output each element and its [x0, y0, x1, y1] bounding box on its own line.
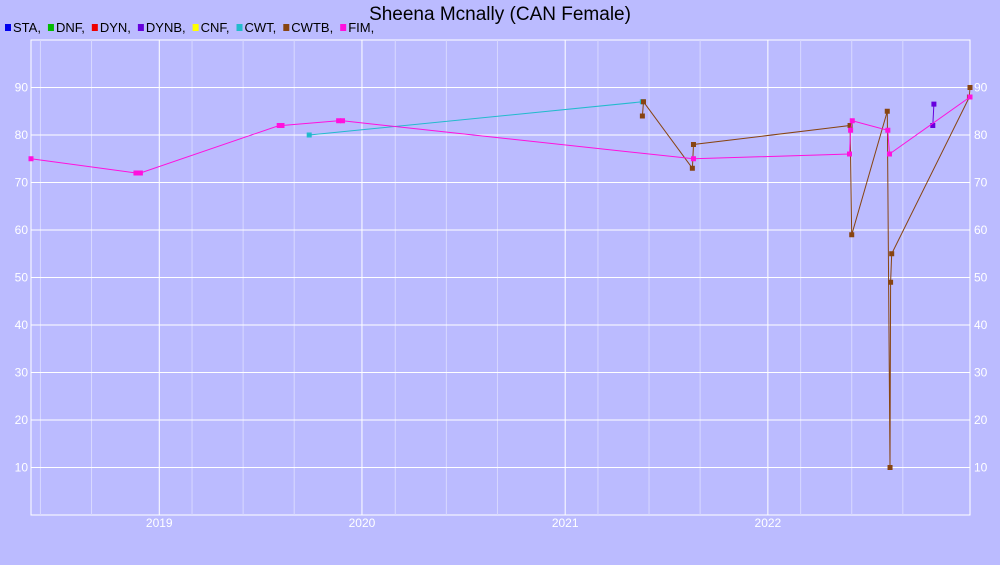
y-tick-label: 60	[15, 223, 29, 237]
data-point	[930, 123, 936, 128]
data-point	[639, 113, 645, 119]
data-point	[849, 118, 855, 124]
legend-swatch	[340, 24, 347, 31]
legend-item: CWT,	[236, 20, 277, 35]
legend-label: DNF,	[56, 20, 85, 35]
x-tick-labels: 2019 2020 2021 2022	[146, 516, 782, 530]
legend-item: DYNB,	[137, 20, 186, 35]
data-point	[888, 279, 894, 285]
legend-item: CNF,	[192, 20, 230, 35]
legend-item: DYN,	[91, 20, 131, 35]
legend-swatch	[91, 24, 98, 31]
x-tick-label: 2022	[755, 516, 782, 530]
data-point	[28, 156, 34, 162]
legend-label: CWTB,	[291, 20, 333, 35]
series-line	[309, 101, 643, 136]
y-tick-label: 20	[15, 413, 29, 427]
legend: STA, DNF, DYN, DYNB, CNF, CWT, CWTB, FIM,	[5, 20, 374, 35]
y-tick-label: 70	[15, 176, 29, 190]
legend-item: FIM,	[340, 20, 374, 35]
data-point	[849, 232, 855, 238]
y-tick-label: 50	[15, 271, 29, 285]
data-point	[276, 123, 282, 128]
legend-label: CNF,	[201, 20, 230, 35]
y-tick-label-right: 70	[974, 176, 988, 190]
data-point	[887, 465, 893, 470]
y-tick-label-right: 80	[974, 128, 988, 142]
y-tick-label-right: 60	[974, 223, 988, 237]
data-point	[689, 165, 695, 171]
y-tick-label-right: 40	[974, 318, 988, 332]
data-point	[889, 251, 895, 257]
legend-item: CWTB,	[283, 20, 333, 35]
y-tick-labels-left: 10 20 30 40 50 60 70 80 90	[15, 81, 29, 475]
legend-swatch	[283, 24, 290, 31]
data-point	[931, 101, 937, 107]
legend-swatch	[192, 24, 199, 31]
data-point	[885, 127, 891, 133]
series-line	[932, 104, 935, 126]
y-tick-label: 10	[15, 461, 29, 475]
data-point	[336, 118, 342, 124]
series	[28, 85, 973, 470]
y-tick-label: 30	[15, 366, 29, 380]
data-point	[133, 170, 139, 176]
chart-title: Sheena Mcnally (CAN Female)	[369, 4, 631, 25]
data-point	[306, 132, 312, 138]
legend-label: STA,	[13, 20, 41, 35]
series-line	[641, 87, 971, 468]
series-line	[30, 96, 971, 174]
series-fim	[28, 94, 973, 176]
data-point	[847, 123, 853, 128]
legend-label: CWT,	[245, 20, 277, 35]
y-tick-label-right: 30	[974, 366, 988, 380]
data-point	[884, 108, 890, 114]
data-point	[847, 151, 853, 157]
legend-item: DNF,	[47, 20, 85, 35]
y-tick-label-right: 20	[974, 413, 988, 427]
grid	[31, 40, 970, 515]
data-point	[279, 123, 285, 128]
data-point	[690, 142, 696, 147]
data-point	[690, 156, 696, 162]
legend-swatch	[5, 24, 11, 31]
legend-item: STA,	[5, 20, 41, 35]
y-tick-labels-right: 10 20 30 40 50 60 70 80 90	[974, 81, 988, 475]
data-point	[137, 170, 143, 176]
y-tick-label: 40	[15, 318, 29, 332]
y-tick-label: 90	[15, 81, 29, 95]
legend-swatch	[137, 24, 144, 31]
x-tick-label: 2021	[552, 516, 579, 530]
y-tick-label: 80	[15, 128, 29, 142]
x-tick-label: 2020	[349, 516, 376, 530]
legend-swatch	[236, 24, 243, 31]
data-point	[340, 118, 346, 124]
data-point	[640, 99, 646, 105]
series-dynb	[930, 101, 937, 128]
y-tick-label-right: 50	[974, 271, 988, 285]
x-tick-label: 2019	[146, 516, 173, 530]
legend-label: FIM,	[348, 20, 374, 35]
legend-label: DYN,	[100, 20, 131, 35]
data-point	[967, 85, 973, 90]
legend-swatch	[47, 24, 54, 31]
data-point	[886, 151, 892, 157]
data-point	[967, 94, 973, 100]
y-tick-label-right: 90	[974, 81, 988, 95]
y-tick-label-right: 10	[974, 461, 988, 475]
data-point	[848, 127, 854, 133]
legend-label: DYNB,	[146, 20, 186, 35]
